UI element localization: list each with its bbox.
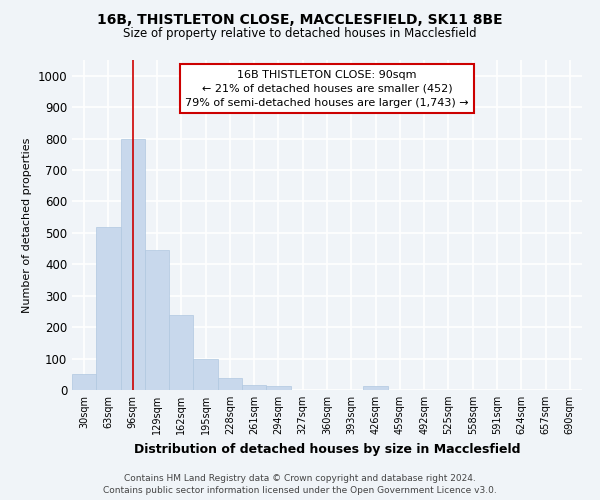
Text: Size of property relative to detached houses in Macclesfield: Size of property relative to detached ho…	[123, 28, 477, 40]
Y-axis label: Number of detached properties: Number of detached properties	[22, 138, 32, 312]
X-axis label: Distribution of detached houses by size in Macclesfield: Distribution of detached houses by size …	[134, 442, 520, 456]
Bar	[242, 384, 266, 390]
Bar	[169, 314, 193, 390]
Bar	[218, 378, 242, 390]
Bar	[145, 250, 169, 390]
Bar	[193, 359, 218, 390]
Bar	[96, 226, 121, 390]
Bar	[121, 138, 145, 390]
Text: 16B, THISTLETON CLOSE, MACCLESFIELD, SK11 8BE: 16B, THISTLETON CLOSE, MACCLESFIELD, SK1…	[97, 12, 503, 26]
Bar	[364, 386, 388, 390]
Text: 16B THISTLETON CLOSE: 90sqm
← 21% of detached houses are smaller (452)
79% of se: 16B THISTLETON CLOSE: 90sqm ← 21% of det…	[185, 70, 469, 108]
Bar	[266, 386, 290, 390]
Text: Contains HM Land Registry data © Crown copyright and database right 2024.
Contai: Contains HM Land Registry data © Crown c…	[103, 474, 497, 495]
Bar	[72, 374, 96, 390]
